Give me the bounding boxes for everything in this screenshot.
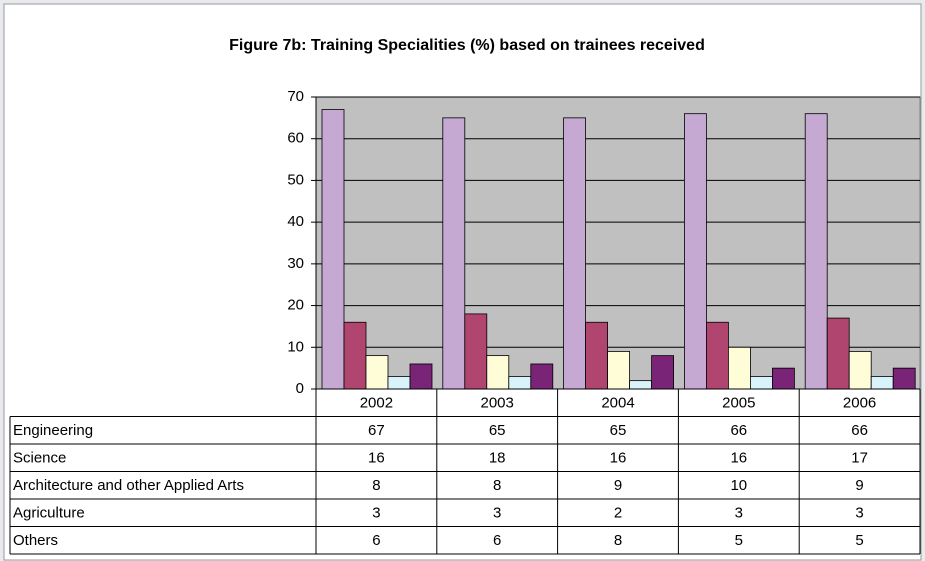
table-value: 66 xyxy=(851,422,868,439)
table-value: 66 xyxy=(730,422,747,439)
bar xyxy=(530,363,554,390)
bar xyxy=(772,367,795,390)
table-value: 65 xyxy=(610,422,627,439)
bar xyxy=(826,317,850,390)
table-value: 16 xyxy=(368,450,385,467)
bar xyxy=(464,313,488,390)
y-tick-label: 40 xyxy=(287,213,304,230)
y-tick-label: 30 xyxy=(287,255,304,272)
table-value: 8 xyxy=(614,532,622,549)
table-value: 10 xyxy=(730,477,747,494)
bar xyxy=(804,113,828,390)
table-value: 3 xyxy=(735,505,743,522)
y-tick-label: 0 xyxy=(296,380,304,397)
table-value: 8 xyxy=(372,477,380,494)
table-value: 3 xyxy=(372,505,380,522)
table-value: 16 xyxy=(730,450,747,467)
y-tick-label: 10 xyxy=(287,338,304,355)
x-tick-label: 2003 xyxy=(481,395,514,412)
legend-label: Science xyxy=(13,450,66,467)
table-value: 8 xyxy=(493,477,501,494)
bar xyxy=(343,321,367,390)
table-value: 18 xyxy=(489,450,506,467)
bar xyxy=(848,351,872,390)
bar xyxy=(486,355,510,390)
table-value: 9 xyxy=(614,477,622,494)
legend-label: Agriculture xyxy=(13,505,85,522)
table-value: 5 xyxy=(855,532,863,549)
bar xyxy=(508,376,532,390)
table-value: 5 xyxy=(735,532,743,549)
bar xyxy=(706,321,729,390)
bar xyxy=(442,117,466,390)
bar xyxy=(321,109,345,390)
table-value: 67 xyxy=(368,422,385,439)
x-tick-label: 2004 xyxy=(601,395,634,412)
bar xyxy=(750,376,773,390)
bar xyxy=(409,363,433,390)
table-value: 6 xyxy=(372,532,380,549)
table-value: 2 xyxy=(614,505,622,522)
x-tick-label: 2006 xyxy=(843,395,876,412)
bar xyxy=(684,113,707,390)
table-value: 6 xyxy=(493,532,501,549)
bar xyxy=(892,367,916,390)
bar xyxy=(563,117,586,390)
y-tick-label: 60 xyxy=(287,130,304,147)
bar xyxy=(651,355,674,390)
bar xyxy=(585,321,608,390)
table-value: 9 xyxy=(855,477,863,494)
bar xyxy=(629,380,652,390)
legend-label: Others xyxy=(13,532,58,549)
table-value: 65 xyxy=(489,422,506,439)
bar xyxy=(365,355,389,390)
bar xyxy=(607,351,630,390)
y-tick-label: 50 xyxy=(287,171,304,188)
y-tick-label: 70 xyxy=(287,88,304,105)
legend-label: Architecture and other Applied Arts xyxy=(13,477,244,494)
legend-label: Engineering xyxy=(13,422,93,439)
table-value: 16 xyxy=(610,450,627,467)
x-tick-label: 2002 xyxy=(360,395,393,412)
bar xyxy=(387,376,411,390)
bar xyxy=(870,376,894,390)
table-value: 3 xyxy=(855,505,863,522)
table-value: 3 xyxy=(493,505,501,522)
bar xyxy=(728,346,751,390)
table-value: 17 xyxy=(851,450,868,467)
x-tick-label: 2005 xyxy=(722,395,755,412)
chart-title: Figure 7b: Training Specialities (%) bas… xyxy=(229,37,705,54)
y-tick-label: 20 xyxy=(287,297,304,314)
